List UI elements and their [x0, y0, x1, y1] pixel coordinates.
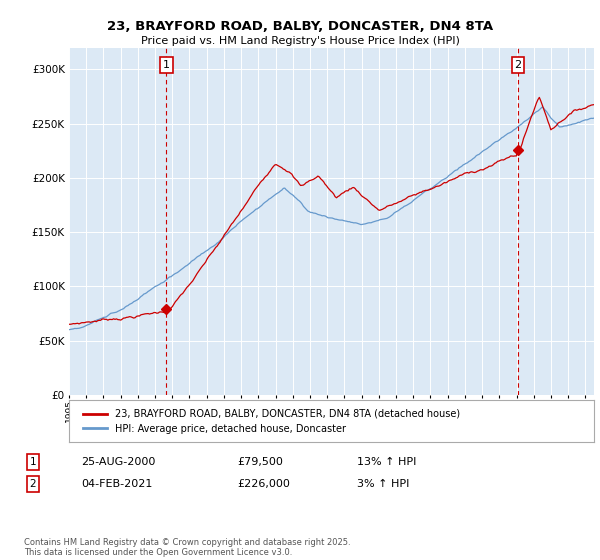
Text: 04-FEB-2021: 04-FEB-2021	[81, 479, 152, 489]
Text: £226,000: £226,000	[237, 479, 290, 489]
Text: £79,500: £79,500	[237, 457, 283, 467]
Text: 13% ↑ HPI: 13% ↑ HPI	[357, 457, 416, 467]
Text: 2: 2	[29, 479, 37, 489]
Text: 3% ↑ HPI: 3% ↑ HPI	[357, 479, 409, 489]
Text: 1: 1	[29, 457, 37, 467]
Text: 2: 2	[515, 60, 521, 70]
Text: Price paid vs. HM Land Registry's House Price Index (HPI): Price paid vs. HM Land Registry's House …	[140, 36, 460, 46]
Text: Contains HM Land Registry data © Crown copyright and database right 2025.
This d: Contains HM Land Registry data © Crown c…	[24, 538, 350, 557]
Text: 25-AUG-2000: 25-AUG-2000	[81, 457, 155, 467]
Text: 23, BRAYFORD ROAD, BALBY, DONCASTER, DN4 8TA: 23, BRAYFORD ROAD, BALBY, DONCASTER, DN4…	[107, 20, 493, 32]
Legend: 23, BRAYFORD ROAD, BALBY, DONCASTER, DN4 8TA (detached house), HPI: Average pric: 23, BRAYFORD ROAD, BALBY, DONCASTER, DN4…	[79, 405, 464, 438]
Text: 1: 1	[163, 60, 170, 70]
